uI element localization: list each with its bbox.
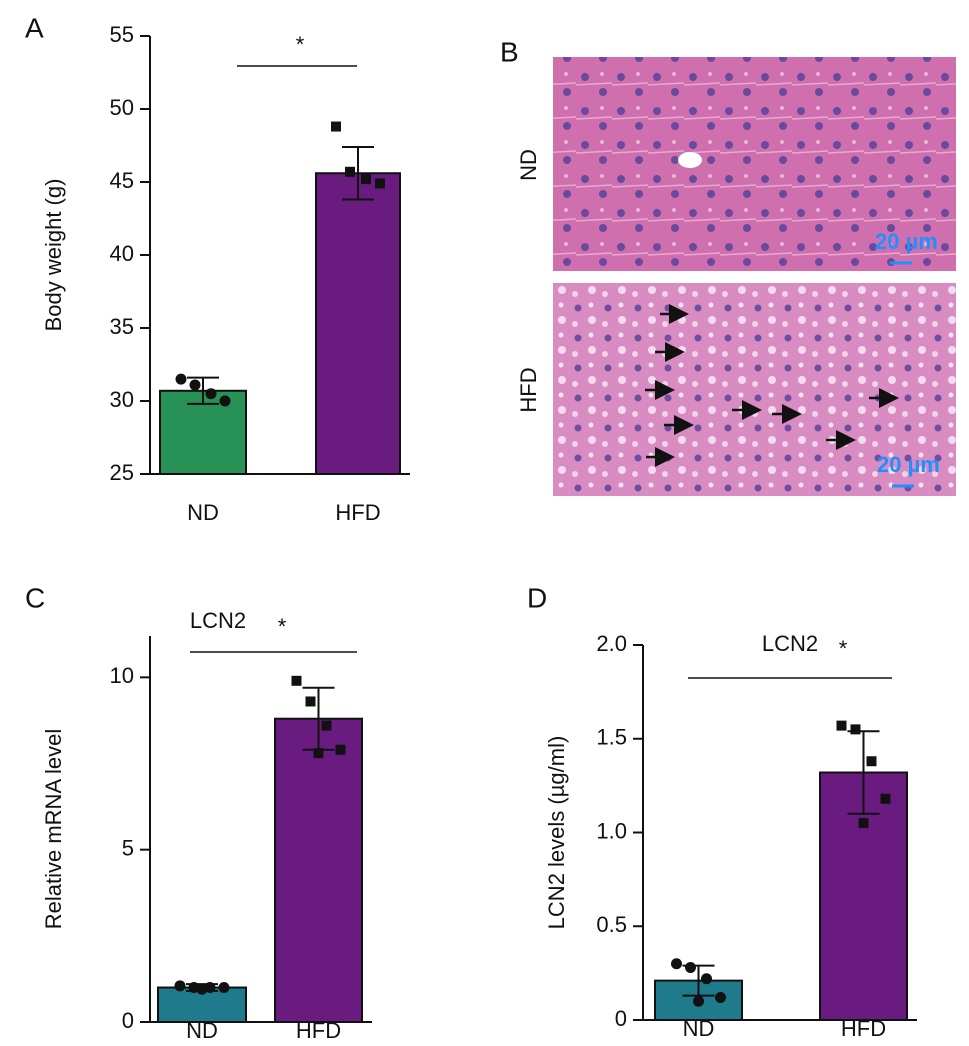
data-point [305,696,316,707]
data-point [693,995,704,1007]
data-point [880,793,891,804]
data-point [175,373,187,385]
x-tick-label: ND [683,1016,715,1041]
data-point [866,756,877,767]
y-axis-label: Body weight (g) [41,179,66,332]
y-tick-label: 0 [122,1008,134,1033]
vessel [678,152,702,168]
x-tick-label: HFD [335,500,380,525]
y-tick-label: 30 [110,387,134,412]
x-tick-label: ND [186,1018,218,1043]
subtitle: LCN2 [190,608,246,633]
annotation: * [839,636,848,661]
scale-bar-label: 20 µm [875,229,938,254]
y-tick-label: 0 [615,1006,627,1031]
arrows [645,304,899,467]
data-point [335,744,346,755]
data-point [701,973,712,985]
x-tick-label: HFD [296,1018,341,1043]
error-bar [342,145,374,201]
data-point [345,166,355,177]
panel-label: A [25,12,44,43]
annotation: * [278,614,287,639]
data-point [321,720,332,731]
data-point [858,818,869,829]
y-tick-label: 55 [110,22,134,47]
y-tick-label: 0.5 [596,912,627,937]
bar [274,717,363,1023]
row-label: ND [516,149,541,181]
data-point [715,992,726,1003]
data-point [291,675,302,686]
panel-label: B [500,36,519,67]
bar [159,389,247,475]
data-point [375,178,385,189]
micrograph [553,57,956,271]
data-point [361,174,371,185]
y-tick-label: 5 [122,835,134,860]
data-point [174,980,186,992]
y-tick-label: 35 [110,314,134,339]
data-point [850,724,861,735]
y-tick-label: 1.5 [596,725,627,750]
data-point [196,983,208,995]
bar [315,172,401,476]
data-point [685,962,696,973]
panel-label: D [527,582,547,613]
data-point [671,958,682,970]
data-point [205,388,217,400]
error-bar [187,376,219,405]
x-tick-label: HFD [841,1016,886,1041]
y-tick-label: 10 [110,663,134,688]
panel-label: C [25,582,45,613]
scale-bar-label: 20 µm [877,452,940,477]
row-label: HFD [516,367,541,412]
data-point [836,720,847,731]
y-tick-label: 25 [110,460,134,485]
micrograph-panel: B ND HFD 20 µm 20 µm [500,36,956,496]
annotation: * [296,32,305,57]
x-tick-label: ND [187,500,219,525]
y-axis-label: LCN2 levels (µg/ml) [544,736,569,930]
y-tick-label: 45 [110,168,134,193]
y-tick-label: 1.0 [596,818,627,843]
subtitle: LCN2 [762,631,818,656]
y-tick-label: 50 [110,95,134,120]
data-point [218,982,230,994]
y-tick-label: 2.0 [596,631,627,656]
y-axis-label: Relative mRNA level [41,729,66,930]
data-point [219,395,231,407]
data-point [331,121,341,132]
data-point [313,748,324,759]
data-point [189,379,201,391]
y-tick-label: 40 [110,241,134,266]
